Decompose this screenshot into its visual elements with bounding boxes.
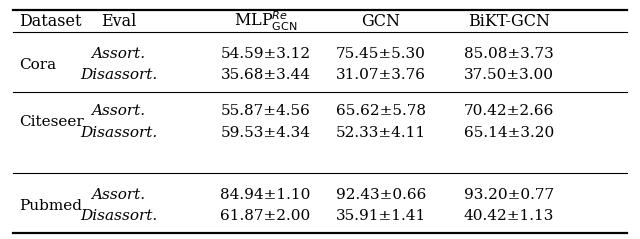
- Text: 93.20±0.77: 93.20±0.77: [464, 188, 554, 202]
- Text: Disassort.: Disassort.: [80, 126, 157, 140]
- Text: Disassort.: Disassort.: [80, 68, 157, 82]
- Text: 35.68±3.44: 35.68±3.44: [221, 68, 310, 82]
- Text: 65.62±5.78: 65.62±5.78: [336, 104, 426, 118]
- Text: BiKT-GCN: BiKT-GCN: [468, 13, 550, 30]
- Text: 40.42±1.13: 40.42±1.13: [463, 209, 554, 223]
- Text: GCN: GCN: [362, 13, 400, 30]
- Text: 35.91±1.41: 35.91±1.41: [335, 209, 426, 223]
- Text: 55.87±4.56: 55.87±4.56: [221, 104, 310, 118]
- Text: 61.87±2.00: 61.87±2.00: [220, 209, 311, 223]
- Text: Citeseer: Citeseer: [19, 115, 84, 129]
- Text: 31.07±3.76: 31.07±3.76: [336, 68, 426, 82]
- Text: Dataset: Dataset: [19, 13, 82, 30]
- Text: 65.14±3.20: 65.14±3.20: [463, 126, 554, 140]
- Text: 70.42±2.66: 70.42±2.66: [463, 104, 554, 118]
- Text: Cora: Cora: [19, 58, 56, 71]
- Text: Assort.: Assort.: [92, 188, 145, 202]
- Text: Eval: Eval: [100, 13, 136, 30]
- Text: 37.50±3.00: 37.50±3.00: [464, 68, 554, 82]
- Text: Assort.: Assort.: [92, 104, 145, 118]
- Text: 54.59±3.12: 54.59±3.12: [221, 47, 310, 61]
- Text: 85.08±3.73: 85.08±3.73: [464, 47, 554, 61]
- Text: 75.45±5.30: 75.45±5.30: [336, 47, 426, 61]
- Text: 52.33±4.11: 52.33±4.11: [336, 126, 426, 140]
- Text: Pubmed: Pubmed: [19, 199, 82, 212]
- Text: 59.53±4.34: 59.53±4.34: [221, 126, 310, 140]
- Text: MLP$^{\mathit{Re}}_{\mathrm{GCN}}$: MLP$^{\mathit{Re}}_{\mathrm{GCN}}$: [234, 10, 298, 33]
- Text: Assort.: Assort.: [92, 47, 145, 61]
- Text: Disassort.: Disassort.: [80, 209, 157, 223]
- Text: 92.43±0.66: 92.43±0.66: [335, 188, 426, 202]
- Text: 84.94±1.10: 84.94±1.10: [220, 188, 311, 202]
